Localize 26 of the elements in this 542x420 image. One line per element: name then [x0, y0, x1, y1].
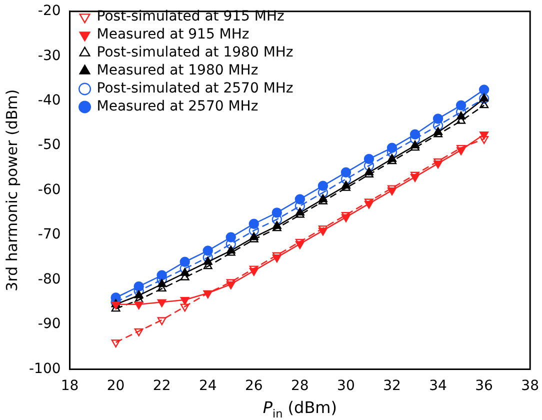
legend-label: Post-simulated at 2570 MHz	[96, 80, 294, 97]
x-tick-label: 22	[152, 378, 171, 394]
y-axis-title: 3rd harmonic power (dBm)	[2, 89, 21, 292]
legend-label: Post-simulated at 1980 MHz	[96, 44, 294, 61]
x-tick-label: 24	[198, 378, 217, 394]
y-tick-label: -70	[38, 226, 61, 243]
x-tick-label: 30	[337, 378, 355, 394]
x-tick-label: 38	[521, 378, 540, 394]
x-tick-label: 28	[291, 378, 309, 394]
x-tick-label: 26	[244, 378, 263, 394]
x-tick-label: 20	[106, 378, 125, 394]
legend-label: Measured at 915 MHz	[96, 26, 250, 43]
y-tick-label: -80	[38, 271, 61, 288]
x-tick-label: 18	[60, 378, 79, 394]
y-tick-label: -50	[38, 137, 61, 154]
y-tick-label: -20	[38, 3, 61, 20]
legend-label: Measured at 2570 MHz	[96, 98, 258, 115]
x-tick-label: 32	[383, 378, 401, 394]
y-tick-label: -100	[28, 360, 61, 377]
y-tick-label: -90	[38, 316, 61, 332]
x-tick-label: 36	[475, 378, 494, 394]
legend-label: Measured at 1980 MHz	[96, 62, 258, 79]
x-tick-label: 34	[429, 378, 448, 394]
y-tick-label: -60	[38, 182, 61, 198]
y-tick-label: -40	[38, 92, 61, 108]
y-tick-label: -30	[38, 48, 61, 64]
